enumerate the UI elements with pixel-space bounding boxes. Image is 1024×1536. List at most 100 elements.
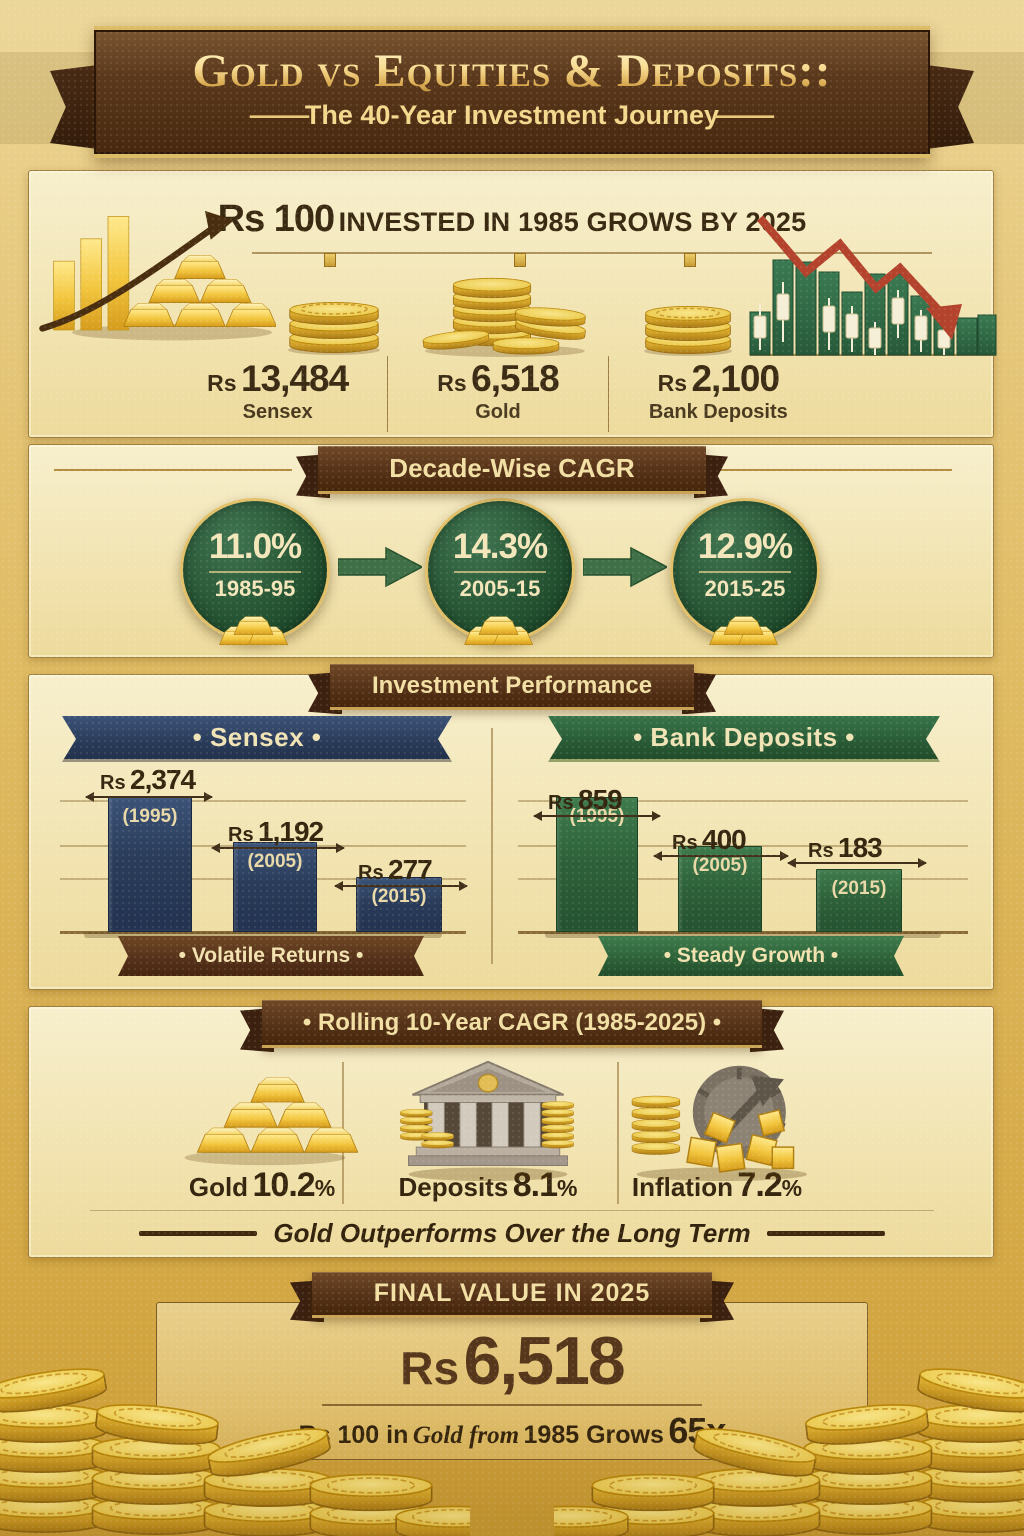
section-title: FINAL VALUE IN 2025 <box>312 1272 712 1318</box>
cagr-percent: 12.9% <box>697 527 793 566</box>
headline-hang-line <box>252 252 932 254</box>
final-value-ribbon: FINAL VALUE IN 2025 <box>290 1272 734 1323</box>
headline-amount: Rs 100 <box>217 198 336 240</box>
coin-pile-gold-icon <box>422 277 587 357</box>
flank-line-right <box>712 469 952 471</box>
bar-year-label: (1995) <box>122 806 178 827</box>
cagr-period: 2015-25 <box>704 575 786 601</box>
dash-ornament-right: — <box>714 100 775 130</box>
circle-divider <box>209 571 301 573</box>
chart-divider <box>491 728 493 964</box>
mini-gold-bars-icon <box>709 616 778 646</box>
value-arrow <box>653 851 789 861</box>
cagr-circle-2015-25: 12.9% 2015-25 <box>670 498 820 646</box>
circle-divider <box>454 571 546 573</box>
bar-value-deposits-2005: Rs 400 <box>672 824 747 855</box>
rolling-cagr-ribbon: • Rolling 10-Year CAGR (1985-2025) • <box>240 1000 784 1053</box>
gold-coin-pile-bottom-right <box>554 1362 1024 1536</box>
dash-line-right <box>766 1231 885 1236</box>
value-label: Bank Deposits <box>648 401 788 423</box>
section-title: • Rolling 10-Year CAGR (1985-2025) • <box>262 1000 762 1048</box>
currency: Rs <box>437 370 467 396</box>
cagr-period: 2005-15 <box>459 575 541 601</box>
value: 2,100 <box>691 358 780 399</box>
gridline <box>60 800 466 802</box>
final-value-divider <box>322 1404 702 1406</box>
bank-deposits-bar-chart: (1995) (2005) (2015) <box>518 740 968 938</box>
growth-value-gold: Rs 6,518 Gold <box>387 356 607 432</box>
rolling-cagr-inflation: Inflation 7.2% <box>631 1166 803 1204</box>
section4-footer: Gold Outperforms Over the Long Term <box>139 1218 885 1249</box>
value-label: Gold <box>475 401 521 423</box>
page-title: Gold vs Equities & Deposits:: <box>94 44 930 98</box>
column-divider <box>617 1062 619 1204</box>
cagr-circle-2005-15: 14.3% 2005-15 <box>425 498 575 646</box>
mini-gold-bars-icon <box>219 616 288 646</box>
sensex-bar-chart: (1995) (2005) (2015) <box>60 740 466 938</box>
bar-value-sensex-2015: Rs 277 <box>358 854 433 885</box>
headline-text: INVESTED IN 1985 GROWS BY 2025 <box>338 207 807 237</box>
bar-deposits-2015: (2015) <box>816 869 902 932</box>
arrow-right-icon <box>583 546 667 588</box>
value-arrow <box>334 881 468 891</box>
currency: Rs <box>657 370 687 396</box>
mini-gold-bars-icon <box>464 616 533 646</box>
chart-baseline <box>60 931 466 934</box>
bar-deposits-1995: (1995) <box>556 797 638 932</box>
bar-year-label: (2015) <box>831 878 887 899</box>
section-title: Investment Performance <box>330 664 694 710</box>
bar-deposits-2005: (2005) <box>678 846 762 932</box>
bank-building-icon <box>400 1060 574 1182</box>
steady-growth-banner: • Steady Growth • <box>598 936 904 976</box>
circle-divider <box>699 571 791 573</box>
gold-ingot-pyramid-icon <box>184 1077 358 1166</box>
rolling-cagr-gold: Gold 10.2% <box>188 1166 336 1204</box>
flank-line-left <box>54 469 292 471</box>
coin-stack-deposits-icon <box>644 305 732 356</box>
footer-text: Gold Outperforms Over the Long Term <box>273 1218 751 1248</box>
growth-values-row: Rs 13,484 Sensex Rs 6,518 Gold Rs 2,100 … <box>168 356 828 432</box>
bar-value-sensex-1995: Rs 2,374 <box>100 764 196 795</box>
chart-floor-shadow <box>545 932 941 938</box>
decade-cagr-ribbon: Decade-Wise CAGR <box>296 446 728 499</box>
hang-tick <box>324 253 336 267</box>
final-value: Rs 6,518 <box>400 1323 625 1399</box>
investment-performance-ribbon: Investment Performance <box>308 664 716 715</box>
footer-separator-line <box>90 1210 934 1211</box>
bank-deposits-chart-banner: • Bank Deposits • <box>548 716 940 762</box>
gold-coin-pile-bottom-left <box>0 1362 470 1536</box>
cagr-percent: 11.0% <box>208 527 302 566</box>
chart-floor-shadow <box>84 932 442 938</box>
coin-stack-sensex-icon <box>288 301 380 355</box>
section1-headline: Rs 100 INVESTED IN 1985 GROWS BY 2025 <box>200 198 824 241</box>
page-subtitle-text: The 40-Year Investment Journey <box>304 100 720 130</box>
bar-year-label: (2005) <box>247 851 303 872</box>
dash-line-left <box>139 1231 258 1236</box>
gold-bars-rising-arrow-icon <box>39 210 276 341</box>
value-arrow <box>787 858 927 868</box>
bar-value-deposits-1995: Rs 859 <box>548 784 623 815</box>
sensex-chart-banner: • Sensex • <box>62 716 452 762</box>
dash-ornament-left: — <box>249 100 310 130</box>
gridline <box>518 800 968 802</box>
chart-baseline <box>518 931 968 934</box>
arrow-right-icon <box>338 546 422 588</box>
bar-value-sensex-2005: Rs 1,192 <box>228 816 324 847</box>
cagr-percent: 14.3% <box>452 527 548 566</box>
hang-tick <box>684 253 696 267</box>
bar-sensex-1995: (1995) <box>108 797 192 932</box>
bar-year-label: (2015) <box>371 886 427 907</box>
header-banner: Gold vs Equities & Deposits:: — The 40-Y… <box>94 26 930 158</box>
value-arrow <box>533 811 661 821</box>
gridline <box>518 845 968 847</box>
currency: Rs <box>207 370 237 396</box>
volatile-returns-banner: • Volatile Returns • <box>118 936 424 976</box>
value-arrow <box>211 843 345 853</box>
value-arrow <box>85 792 213 802</box>
value-label: Sensex <box>242 401 313 423</box>
bar-sensex-2005: (2005) <box>233 842 317 932</box>
page-subtitle: — The 40-Year Investment Journey — <box>94 100 930 131</box>
value: 6,518 <box>471 358 560 399</box>
section-title: Decade-Wise CAGR <box>318 446 706 494</box>
